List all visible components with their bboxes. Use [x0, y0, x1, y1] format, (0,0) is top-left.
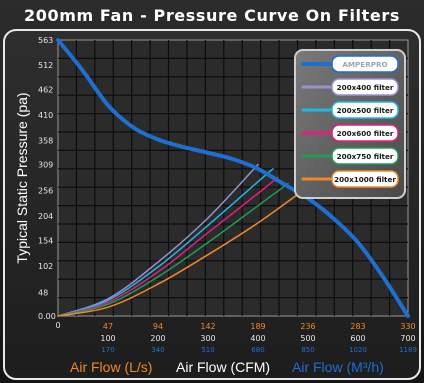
legend-label: 200x750 filter [337, 152, 394, 161]
legend-label: 200x600 filter [337, 129, 394, 138]
y-tick-label: 256 [38, 187, 53, 196]
x-tick-label-m3h: 1020 [349, 346, 367, 354]
series-layer [56, 38, 410, 318]
x-tick-label-ls: 47 [103, 322, 113, 331]
y-tick-label: 102 [38, 262, 53, 271]
chart-title: 200mm Fan - Pressure Curve On Filters [24, 6, 400, 25]
x-tick-label-ls: 94 [153, 322, 163, 331]
series-line-200x400-filter [57, 163, 259, 317]
legend-label-box [331, 124, 399, 142]
series-line-amperpro [56, 38, 410, 318]
y-tick-label: 48 [38, 288, 48, 297]
legend-items: AMPERPRO 200x400 filter 200x500 filter 200x… [301, 55, 399, 188]
x-tick-label-cfm: 200 [150, 334, 165, 343]
x-axis-label-ls: Air Flow (L/s) [70, 359, 152, 375]
x-tick-label-cfm: 600 [350, 334, 365, 343]
x-tick-label-m3h: 340 [151, 346, 164, 354]
legend-label-box [331, 55, 399, 73]
legend-entry: 200x500 filter [301, 101, 399, 119]
legend-label-box [331, 147, 399, 165]
y-axis-ticks: 563 512 462 410 358 309 256 204 154 102 48 0.00 [38, 36, 56, 321]
y-tick-label: 309 [38, 161, 53, 170]
series-line-200x500-filter [57, 168, 274, 317]
y-tick-label: 204 [38, 212, 53, 221]
x-tick-label-ls: 142 [200, 322, 215, 331]
x-tick-label-ls: 283 [350, 322, 365, 331]
legend-entry: 200x1000 filter [301, 170, 399, 188]
x-axis-label-cfm: Air Flow (CFM) [176, 359, 270, 375]
y-tick-label: 410 [38, 111, 53, 120]
x-tick-label-m3h: 680 [251, 346, 264, 354]
y-tick-label: 512 [38, 61, 53, 70]
legend-label-box [331, 101, 399, 119]
y-tick-label: 462 [38, 86, 53, 95]
legend-label: 200x400 filter [337, 83, 394, 92]
legend-entry: 200x400 filter [301, 78, 399, 96]
legend-label: AMPERPRO [342, 60, 387, 69]
x-tick-label-m3h: 1189 [399, 346, 417, 354]
series-line-200x600-filter [57, 176, 279, 317]
x-tick-label-m3h: 510 [201, 346, 214, 354]
x-tick-label-cfm: 300 [200, 334, 215, 343]
legend-label: 200x500 filter [337, 106, 394, 115]
legend-entry: 200x750 filter [301, 147, 399, 165]
x-tick-label-m3h: 170 [101, 346, 114, 354]
x-tick-label-cfm: 0 [55, 321, 60, 330]
y-tick-label: 358 [38, 136, 53, 145]
x-tick-label-cfm: 500 [300, 334, 315, 343]
y-tick-label: 154 [38, 237, 53, 246]
y-tick-label: 563 [38, 36, 53, 45]
x-tick-label-cfm: 700 [400, 334, 415, 343]
x-tick-label-cfm: 400 [250, 334, 265, 343]
x-tick-label-ls: 330 [400, 322, 415, 331]
series-line-200x750-filter [57, 182, 289, 317]
legend-entry: AMPERPRO [301, 55, 399, 73]
x-axis-ticks: 0 100 200 300 400 500 600 700 47 94 142 189 236 283 33… [55, 321, 416, 354]
legend-label: 200x1000 filter [334, 175, 396, 184]
legend-label-box [331, 170, 399, 188]
legend-label-box [331, 78, 399, 96]
legend-entry: 200x600 filter [301, 124, 399, 142]
x-tick-label-cfm: 100 [100, 334, 115, 343]
x-tick-label-ls: 189 [250, 322, 265, 331]
y-axis-label: Typical Static Pressure (pa) [14, 92, 30, 263]
x-axis-label-m3h: Air Flow (M³/h) [292, 359, 384, 375]
x-tick-label-m3h: 850 [301, 346, 314, 354]
legend: AMPERPRO 200x400 filter 200x500 filter 200x… [294, 49, 406, 199]
x-tick-label-ls: 236 [300, 322, 315, 331]
y-tick-label: 0.00 [38, 312, 56, 321]
series-line-200x1000-filter [57, 189, 304, 317]
